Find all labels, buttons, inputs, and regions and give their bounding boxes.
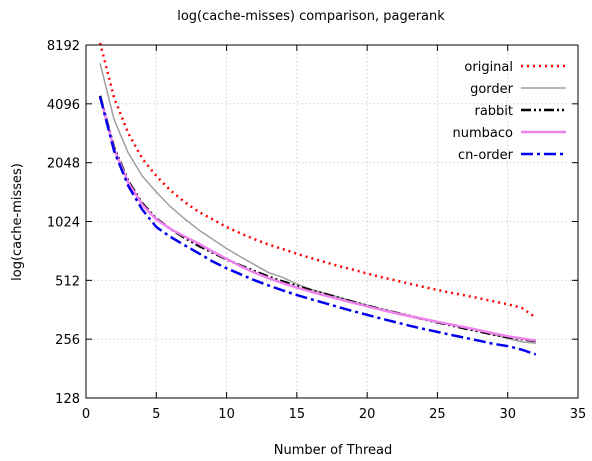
y-axis-title: log(cache-misses) bbox=[10, 163, 25, 281]
legend-label-cn-order: cn-order bbox=[458, 148, 514, 163]
y-tick-label: 4096 bbox=[47, 98, 80, 113]
legend-label-gorder: gorder bbox=[470, 82, 514, 97]
x-tick-label: 0 bbox=[82, 407, 90, 422]
x-tick-label: 35 bbox=[570, 407, 587, 422]
grid bbox=[86, 45, 578, 398]
y-tick-label: 512 bbox=[55, 274, 80, 289]
series-line-cn-order bbox=[98, 96, 537, 356]
series-line-numbaco bbox=[98, 96, 536, 342]
legend-label-original: original bbox=[464, 60, 513, 75]
x-tick-label: 5 bbox=[152, 407, 160, 422]
x-tick-label: 10 bbox=[218, 407, 235, 422]
x-axis-title: Number of Thread bbox=[274, 443, 392, 458]
legend-label-numbaco: numbaco bbox=[453, 126, 514, 141]
plot-frame bbox=[85, 44, 579, 399]
legend: original gorder rabbit numbaco cn-order bbox=[453, 60, 566, 163]
x-tick-label: 30 bbox=[499, 407, 516, 422]
axis-ticks: 0 5 10 15 20 25 30 35 128 256 512 1024 2048 4096 8192 bbox=[47, 39, 586, 422]
x-tick-label: 15 bbox=[289, 407, 306, 422]
y-tick-label: 128 bbox=[55, 392, 80, 407]
x-tick-label: 20 bbox=[359, 407, 376, 422]
y-tick-label: 1024 bbox=[47, 216, 80, 231]
x-tick-label: 25 bbox=[429, 407, 446, 422]
chart-title: log(cache-misses) comparison, pagerank bbox=[177, 9, 445, 24]
series-line-original bbox=[98, 42, 537, 319]
y-tick-label: 2048 bbox=[47, 157, 80, 172]
series-lines bbox=[98, 42, 537, 356]
y-tick-label: 256 bbox=[55, 333, 80, 348]
y-tick-label: 8192 bbox=[47, 39, 80, 54]
legend-label-rabbit: rabbit bbox=[474, 104, 513, 119]
